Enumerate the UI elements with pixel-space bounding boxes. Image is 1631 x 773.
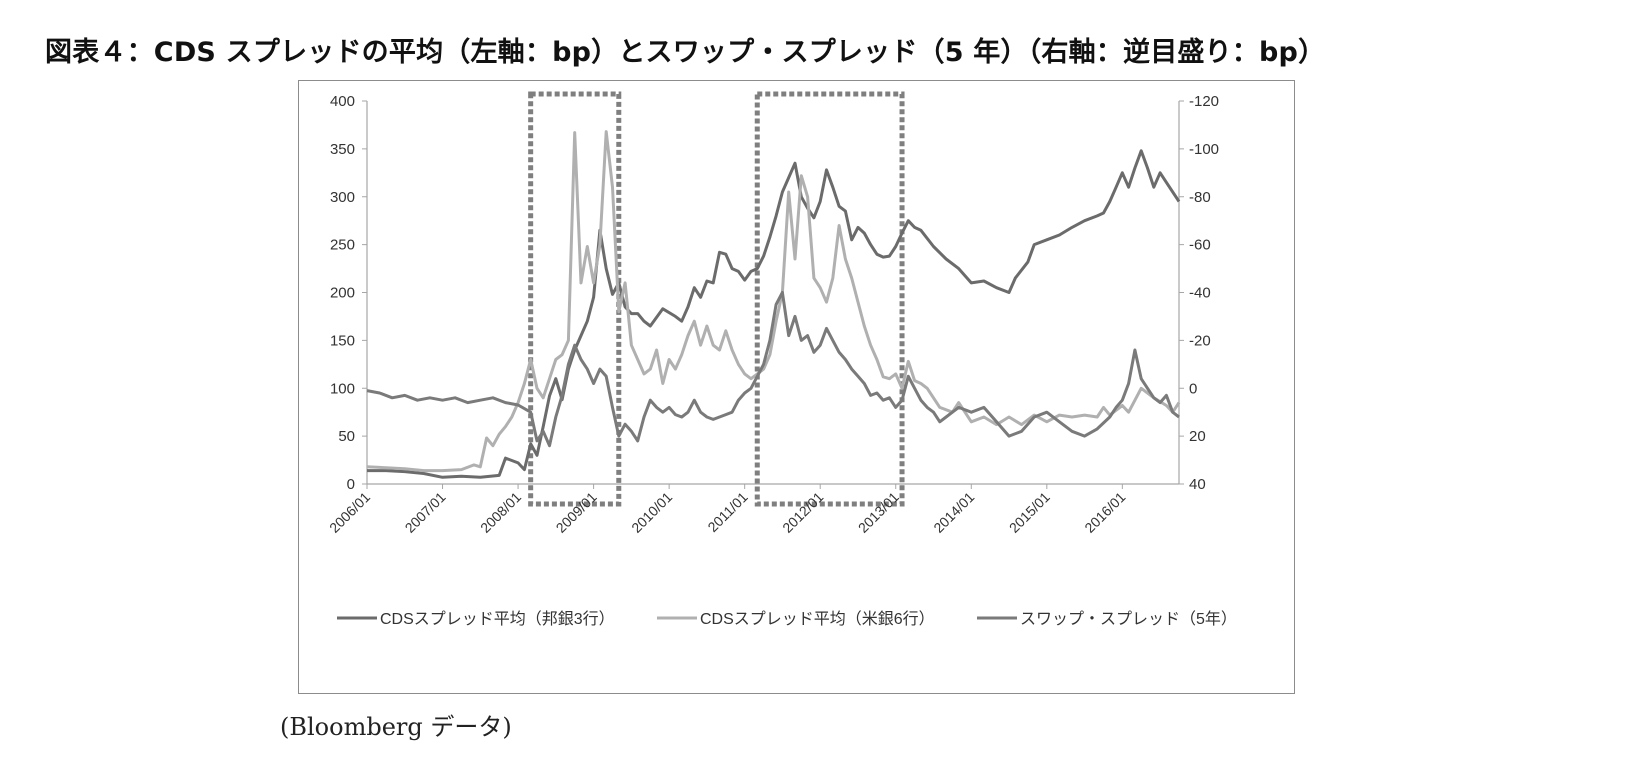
left-tick-label: 400 [330, 93, 355, 110]
line-chart: 05010015020025030035040040200-20-40-60-8… [326, 91, 1237, 628]
left-tick-label: 200 [330, 285, 355, 302]
left-tick-label: 350 [330, 141, 355, 158]
figure-title: 図表４：CDS スプレッドの平均（左軸：bp）とスワップ・スプレッド（5 年）（… [45, 37, 1326, 68]
right-tick-label: 0 [1189, 380, 1197, 397]
left-tick-label: 0 [347, 476, 355, 493]
source-note: (Bloomberg データ) [280, 713, 512, 741]
series-line-swap-spread [366, 291, 1180, 448]
x-tick-label: 2008/01 [477, 489, 524, 536]
right-tick-label: 20 [1189, 428, 1206, 445]
legend-label: スワップ・スプレッド（5年） [1020, 610, 1237, 628]
left-tick-label: 150 [330, 332, 355, 349]
legend-label: CDSスプレッド平均（邦銀3行） [380, 610, 615, 628]
left-tick-label: 300 [330, 189, 355, 206]
left-tick-label: 100 [330, 380, 355, 397]
x-tick-label: 2013/01 [855, 489, 902, 536]
right-tick-label: -80 [1189, 189, 1211, 206]
x-tick-label: 2014/01 [930, 489, 977, 536]
x-tick-label: 2009/01 [553, 489, 600, 536]
right-tick-label: -20 [1189, 332, 1211, 349]
x-tick-label: 2010/01 [628, 489, 675, 536]
x-tick-label: 2012/01 [779, 489, 826, 536]
highlight-box-2 [754, 91, 905, 507]
legend-label: CDSスプレッド平均（米銀6行） [700, 610, 935, 628]
right-tick-label: 40 [1189, 476, 1206, 493]
x-tick-label: 2011/01 [704, 489, 751, 536]
chart-frame: 0 50 100 150 200 250 300 350 400 40 20 0 -20 -40 -60 -8… [298, 80, 1295, 694]
left-tick-label: 50 [338, 428, 355, 445]
left-tick-label: 250 [330, 237, 355, 254]
right-tick-label: -120 [1189, 93, 1219, 110]
x-tick-label: 2007/01 [402, 489, 449, 536]
x-tick-label: 2015/01 [1006, 489, 1053, 536]
highlight-box-1 [528, 91, 622, 507]
x-tick-label: 2006/01 [326, 489, 373, 536]
right-tick-label: -100 [1189, 141, 1219, 158]
x-tick-label: 2016/01 [1081, 489, 1128, 536]
right-tick-label: -60 [1189, 237, 1211, 254]
right-tick-label: -40 [1189, 285, 1211, 302]
